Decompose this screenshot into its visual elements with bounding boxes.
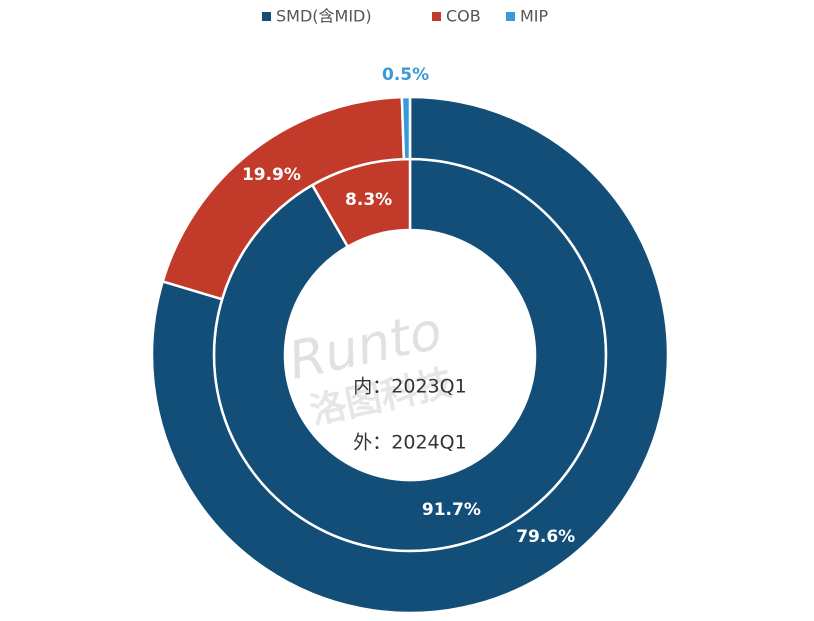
legend-label: MIP bbox=[520, 7, 549, 26]
value-label: 8.3% bbox=[345, 190, 392, 210]
value-label: 19.9% bbox=[242, 165, 301, 185]
value-label: 79.6% bbox=[516, 527, 575, 547]
donut-slice bbox=[400, 95, 412, 161]
legend-swatch bbox=[262, 12, 271, 21]
legend-swatch bbox=[506, 12, 515, 21]
legend-swatch bbox=[432, 12, 441, 21]
ring-name: 内：2023Q1 bbox=[353, 376, 466, 398]
value-label: 91.7% bbox=[422, 500, 481, 520]
legend-label: SMD(含MID) bbox=[276, 7, 372, 26]
ring-name: 外：2024Q1 bbox=[353, 432, 466, 454]
donut-slice bbox=[150, 95, 670, 615]
value-label: 0.5% bbox=[382, 65, 429, 85]
legend-label: COB bbox=[446, 7, 481, 26]
